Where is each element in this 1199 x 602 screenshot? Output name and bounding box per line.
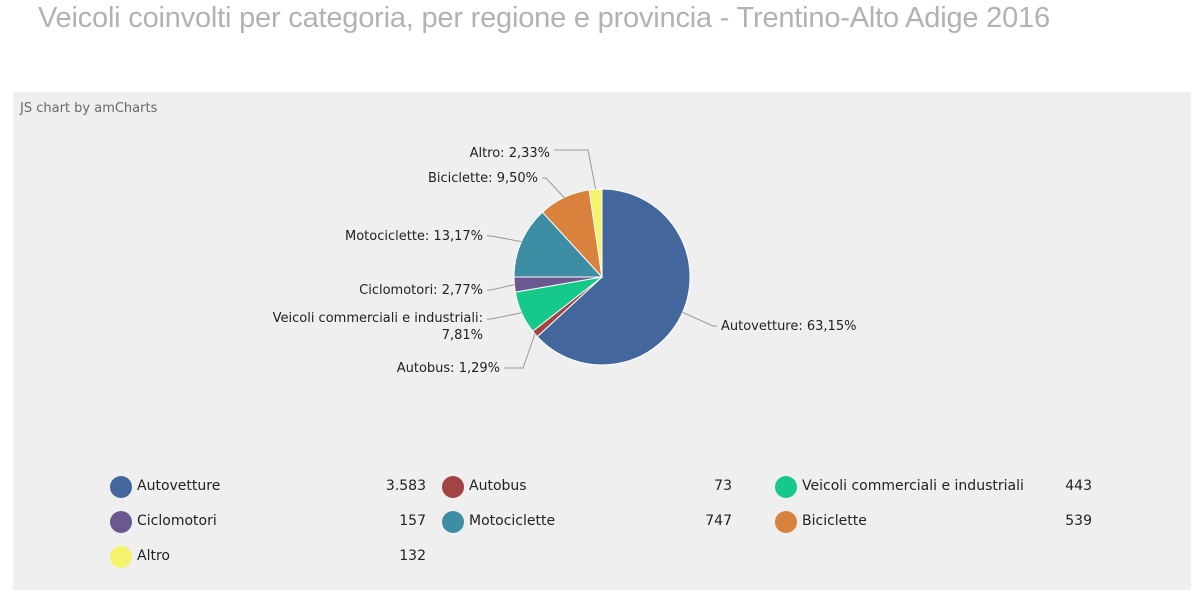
legend-label: Autovetture — [137, 478, 221, 494]
legend-label: Motociclette — [469, 513, 556, 529]
slice-connector-line — [554, 149, 597, 190]
legend-marker[interactable] — [110, 546, 132, 568]
slice-label-biciclette: Biciclette: 9,50% — [428, 171, 538, 186]
chart-panel: JS chart by amCharts Autovetture: 63,15%… — [13, 92, 1191, 590]
slice-label-autobus: Autobus: 1,29% — [397, 361, 500, 376]
legend-item-ciclomotori[interactable]: Ciclomotori 157 — [110, 510, 426, 534]
legend-item-autovetture[interactable]: Autovetture 3.583 — [110, 475, 426, 499]
slice-connector-line — [504, 333, 536, 369]
legend-marker[interactable] — [775, 511, 797, 533]
slice-label-motociclette: Motociclette: 13,17% — [345, 229, 483, 244]
slice-connector-line — [487, 284, 515, 291]
slice-connector-line — [682, 311, 717, 327]
legend-label: Autobus — [469, 478, 527, 494]
legend-item-biciclette[interactable]: Biciclette 539 — [775, 510, 1092, 534]
slice-connector-line — [542, 177, 565, 198]
pie-slice-altro[interactable] — [588, 188, 603, 278]
pie-chart: Autovetture: 63,15% Autobus: 1,29% Veicoli… — [273, 146, 857, 376]
legend-value: 747 — [705, 513, 732, 529]
legend-label: Ciclomotori — [137, 513, 217, 529]
legend-label: Biciclette — [802, 513, 867, 529]
legend-value: 3.583 — [385, 478, 426, 494]
legend-marker[interactable] — [110, 511, 132, 533]
legend-value: 443 — [1065, 478, 1092, 494]
legend-item-altro[interactable]: Altro 132 — [110, 545, 426, 569]
legend-value: 73 — [714, 478, 732, 494]
pie-slice-autovetture[interactable] — [536, 188, 691, 366]
slice-connector-line — [487, 312, 522, 320]
legend-item-autobus[interactable]: Autobus 73 — [442, 475, 732, 499]
legend-marker[interactable] — [442, 476, 464, 498]
slice-label-autovetture: Autovetture: 63,15% — [721, 319, 856, 334]
page-title: Veicoli coinvolti per categoria, per reg… — [38, 2, 1050, 34]
legend-label: Altro — [137, 548, 170, 564]
legend-marker[interactable] — [442, 511, 464, 533]
slice-connector-line — [487, 235, 522, 243]
legend-marker[interactable] — [110, 476, 132, 498]
slice-label-veicoli-commerciali-e-industriali: Veicoli commerciali e industriali: 7,81% — [273, 311, 483, 343]
legend-value: 132 — [399, 548, 426, 564]
legend-item-motociclette[interactable]: Motociclette 747 — [442, 510, 732, 534]
pie-slice-motociclette[interactable] — [513, 211, 604, 278]
legend-item-veicoli-commerciali-e-industriali[interactable]: Veicoli commerciali e industriali 443 — [775, 475, 1092, 499]
slice-label-altro: Altro: 2,33% — [470, 146, 550, 161]
legend-value: 539 — [1065, 513, 1092, 529]
legend-label: Veicoli commerciali e industriali — [802, 478, 1024, 494]
legend-marker[interactable] — [775, 476, 797, 498]
legend-value: 157 — [399, 513, 426, 529]
slice-label-ciclomotori: Ciclomotori: 2,77% — [359, 283, 483, 298]
amcharts-credit[interactable]: JS chart by amCharts — [20, 101, 158, 116]
